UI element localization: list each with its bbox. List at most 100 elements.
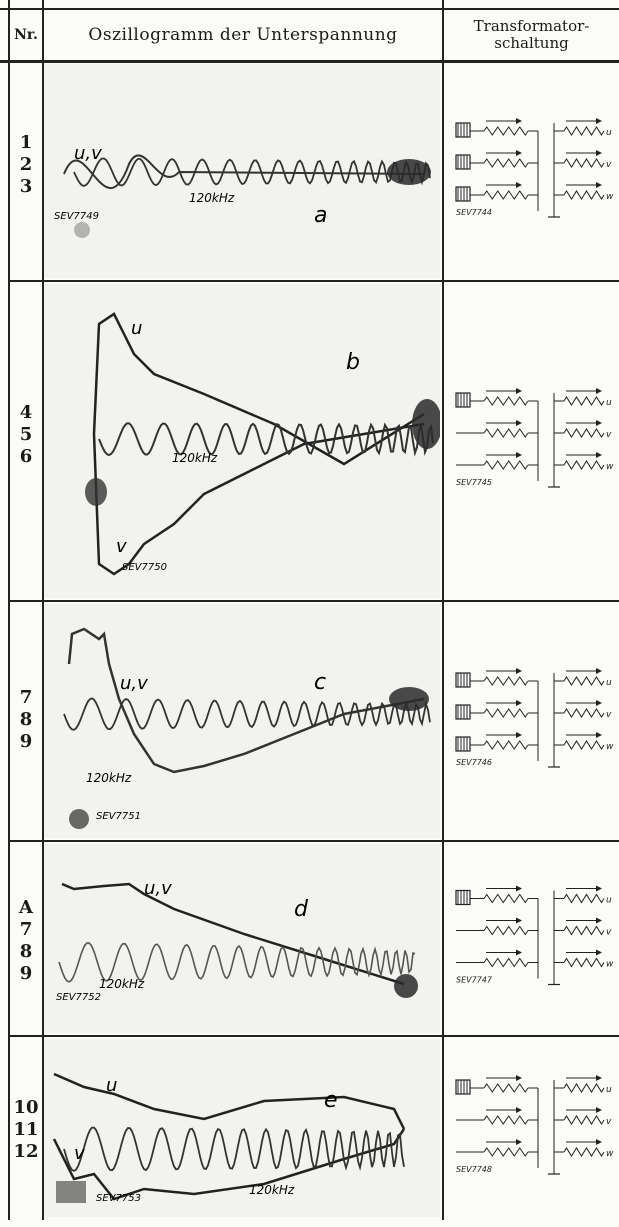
sev-label-transformer: SEV7745: [456, 478, 492, 487]
primary-winding: [483, 158, 529, 168]
curve-label-d: u,v: [144, 878, 172, 899]
curve-label-c: u,v: [120, 673, 148, 694]
sev-label-transformer: SEV7746: [456, 758, 492, 767]
primary-winding: [483, 428, 529, 438]
phase-mark: u: [606, 128, 612, 138]
arrow-head-icon: [516, 118, 522, 124]
wave-b-120khz: [98, 422, 434, 457]
arrow-head-icon: [596, 420, 602, 426]
arrow-head-icon: [596, 1107, 602, 1113]
wave-d-main: [61, 882, 405, 986]
sev-label-osc-e: SEV7753: [96, 1193, 141, 1204]
freq-label-d: 120kHz: [99, 977, 145, 991]
secondary-winding: [563, 740, 605, 750]
arrow-head-icon: [596, 917, 602, 924]
sev-label-transformer: SEV7744: [456, 208, 492, 217]
freq-label-b: 120kHz: [172, 451, 218, 465]
curve-label-b-top: u: [131, 318, 142, 339]
arrow-head-icon: [516, 1139, 522, 1145]
primary-winding: [483, 1083, 529, 1093]
panel-letter-a: a: [314, 203, 327, 228]
secondary-winding: [563, 925, 605, 936]
secondary-winding: [563, 460, 605, 470]
arrow-head-icon: [596, 700, 602, 706]
phase-mark: v: [606, 710, 612, 720]
secondary-winding: [563, 1147, 605, 1157]
arrow-head-icon: [596, 949, 602, 956]
arrow-head-icon: [596, 150, 602, 156]
freq-label-c: 120kHz: [86, 771, 132, 785]
oscillogram-d: u,v 120kHz d SEV7752: [44, 844, 440, 1033]
primary-winding: [483, 190, 529, 200]
wave-a-120khz: [73, 157, 431, 187]
phase-mark: u: [606, 896, 612, 906]
primary-winding: [483, 708, 529, 718]
freq-label-e: 120kHz: [249, 1183, 295, 1197]
secondary-winding: [563, 676, 605, 686]
column-divider-nr: [42, 0, 44, 1220]
primary-winding: [483, 925, 529, 936]
header-transformer: Transformator-schaltung: [473, 17, 590, 52]
secondary-winding: [563, 190, 605, 200]
arrow-head-icon: [596, 118, 602, 124]
arrow-head-icon: [516, 917, 522, 924]
oscillogram-b: u v 120kHz b SEV7750: [44, 284, 440, 598]
transformer-diagram-c: u v w SEV7746: [446, 604, 616, 838]
arrow-head-icon: [516, 452, 522, 458]
arrow-head-icon: [516, 1075, 522, 1081]
arrow-head-icon: [516, 182, 522, 188]
sev-label-osc-b: SEV7750: [122, 562, 167, 573]
primary-winding: [483, 396, 529, 406]
secondary-winding: [563, 126, 605, 136]
arrow-head-icon: [516, 700, 522, 706]
secondary-winding: [563, 1115, 605, 1125]
curve-label-a: u,v: [74, 143, 102, 164]
column-divider-transformer: [442, 0, 444, 1220]
primary-winding: [483, 676, 529, 686]
transformer-diagram-d: u v w SEV7747: [446, 844, 616, 1033]
secondary-winding: [563, 893, 605, 904]
phase-mark: v: [606, 1117, 612, 1127]
arrow-head-icon: [596, 452, 602, 458]
sev-label-osc-a: SEV7749: [54, 211, 99, 222]
curve-label-e-bottom: v: [74, 1143, 85, 1164]
oscillogram-c: u,v 120kHz c SEV7751: [44, 604, 440, 838]
header-oscillogram: Oszillogramm der Unterspannung: [88, 25, 398, 45]
panel-letter-d: d: [294, 897, 309, 922]
arrow-head-icon: [516, 732, 522, 738]
sev-label-osc-d: SEV7752: [56, 992, 101, 1003]
primary-winding: [483, 740, 529, 750]
freq-label-a: 120kHz: [189, 191, 235, 205]
arrow-head-icon: [596, 668, 602, 674]
curve-label-e-top: u: [106, 1075, 117, 1096]
row-divider-3: [8, 840, 619, 842]
table-left-border: [8, 0, 10, 1220]
secondary-winding: [563, 396, 605, 406]
secondary-winding: [563, 957, 605, 968]
panel-letter-b: b: [346, 350, 360, 375]
transformer-diagram-b: u v w SEV7745: [446, 284, 616, 598]
primary-winding: [483, 893, 529, 904]
wave-e-120khz: [63, 1126, 405, 1172]
wave-c-120khz: [63, 697, 431, 731]
wave-b-lower: [92, 422, 425, 576]
primary-winding: [483, 126, 529, 136]
row-divider-4: [8, 1035, 619, 1037]
panel-letter-c: c: [314, 670, 326, 695]
arrow-head-icon: [516, 885, 522, 892]
header-bottom-border: [0, 60, 619, 63]
row-divider-1: [8, 280, 619, 282]
phase-mark: v: [606, 430, 612, 440]
row-divider-2: [8, 600, 619, 602]
phase-mark: u: [606, 1085, 612, 1095]
secondary-winding: [563, 1083, 605, 1093]
arrow-head-icon: [596, 388, 602, 394]
secondary-winding: [563, 158, 605, 168]
phase-mark: u: [606, 678, 612, 688]
sev-label-osc-c: SEV7751: [96, 811, 141, 822]
arrow-head-icon: [516, 949, 522, 956]
